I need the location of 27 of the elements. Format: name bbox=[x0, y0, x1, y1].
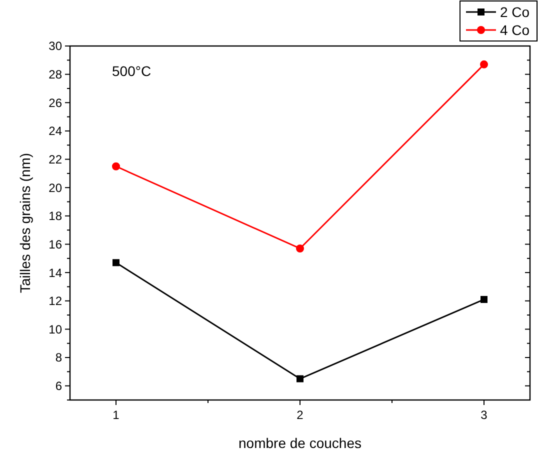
point bbox=[480, 60, 488, 68]
x-tick-label: 1 bbox=[112, 408, 120, 422]
y-tick-label: 8 bbox=[55, 350, 62, 365]
legend-label: 4 Co bbox=[500, 22, 530, 38]
y-axis-title: Tailles des grains (nm) bbox=[17, 152, 33, 294]
point bbox=[296, 375, 304, 382]
point bbox=[296, 244, 304, 252]
y-tick-label: 6 bbox=[55, 379, 62, 394]
point bbox=[480, 296, 488, 303]
y-tick-label: 28 bbox=[48, 68, 62, 82]
legend-label: 2 Co bbox=[500, 4, 530, 20]
y-tick-label: 14 bbox=[48, 266, 62, 280]
x-axis-title: nombre de couches bbox=[238, 435, 362, 451]
y-tick-label: 30 bbox=[48, 39, 62, 54]
x-tick-label: 2 bbox=[296, 408, 304, 422]
y-tick-label: 22 bbox=[48, 152, 62, 166]
point bbox=[112, 259, 120, 266]
y-tick-label: 18 bbox=[48, 209, 62, 224]
y-tick-label: 26 bbox=[48, 96, 62, 110]
x-tick-label: 3 bbox=[480, 408, 488, 422]
annotation: 500°C bbox=[112, 63, 152, 79]
y-tick-label: 10 bbox=[48, 322, 62, 336]
y-tick-label: 12 bbox=[48, 294, 62, 308]
y-tick-label: 24 bbox=[48, 124, 62, 138]
y-tick-label: 20 bbox=[48, 180, 62, 195]
y-tick-label: 16 bbox=[48, 237, 62, 252]
point bbox=[112, 162, 120, 170]
